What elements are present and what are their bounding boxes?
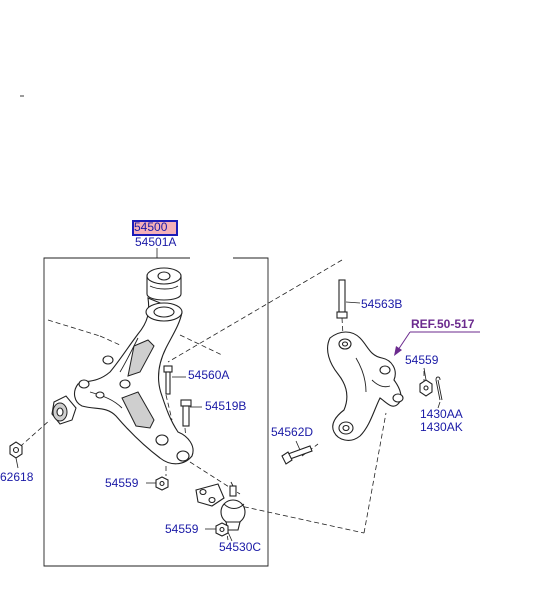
front-bushing: [51, 395, 77, 425]
label-62618[interactable]: 62618: [0, 470, 34, 484]
nut-54559-knuckle: [419, 367, 433, 397]
nut-54559-balljoint: [205, 522, 229, 537]
highlighted-part-number[interactable]: 54500: [134, 220, 168, 234]
label-54519B[interactable]: 54519B: [205, 399, 247, 413]
bolt-54563B: [336, 279, 361, 319]
label-1430AK[interactable]: 1430AK: [420, 420, 463, 434]
leader-lines: [15, 457, 233, 542]
label-54530C[interactable]: 54530C: [219, 540, 262, 554]
ball-joint-54530C: [195, 481, 246, 531]
label-54559-knuckle[interactable]: 54559: [405, 353, 439, 367]
highlighted-part-box[interactable]: [132, 220, 178, 236]
nut-54559-arm: [155, 476, 169, 491]
cotter-pin: [435, 376, 443, 409]
nut-62618: [9, 441, 23, 459]
rear-bushing: [145, 267, 183, 322]
label-54560A[interactable]: 54560A: [188, 368, 230, 382]
bolt-54562D: [281, 440, 313, 465]
reference-leader: [394, 331, 480, 356]
lower-control-arm: [73, 297, 194, 465]
label-54559-balljoint[interactable]: 54559: [165, 522, 199, 536]
label-54501A[interactable]: 54501A: [135, 235, 177, 249]
bolt-54519B: [180, 399, 202, 427]
label-ref-50-517[interactable]: REF.50-517: [411, 317, 475, 331]
label-54562D[interactable]: 54562D: [271, 425, 314, 439]
bolt-54560A: [163, 365, 186, 395]
label-54559-arm[interactable]: 54559: [105, 476, 139, 490]
label-54563B[interactable]: 54563B: [361, 297, 403, 311]
steering-knuckle: [327, 331, 404, 441]
assembly-frame: [43, 248, 269, 567]
label-1430AA[interactable]: 1430AA: [420, 407, 463, 421]
